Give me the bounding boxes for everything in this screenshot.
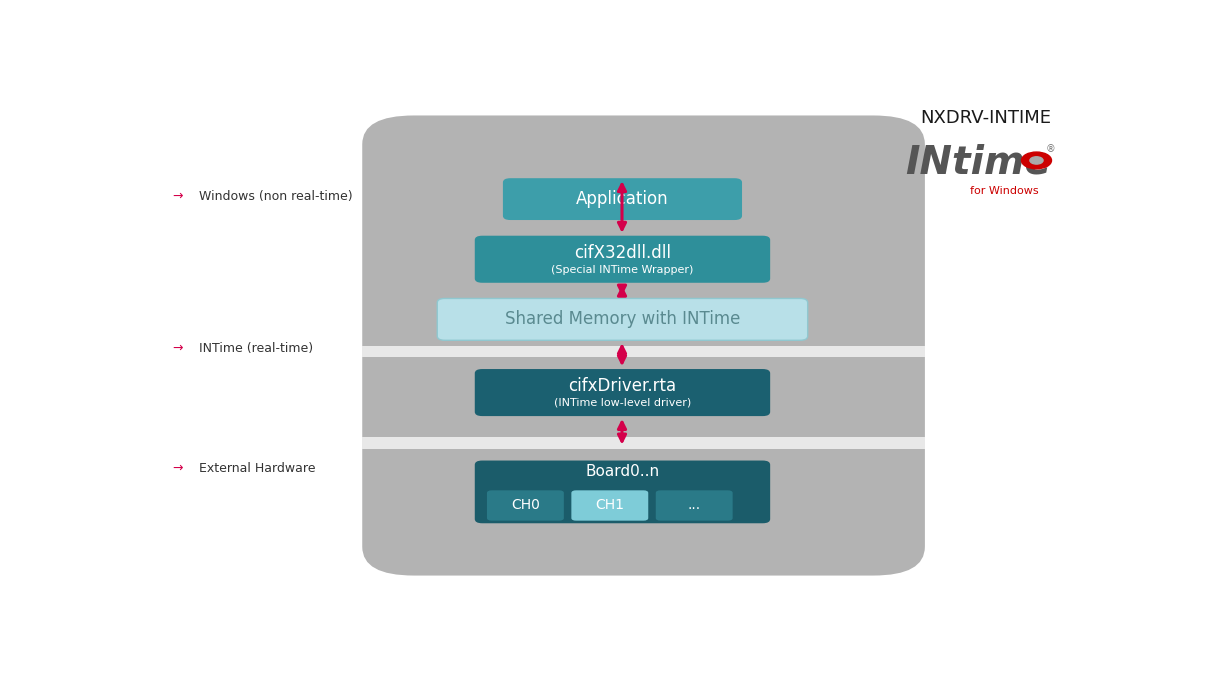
FancyBboxPatch shape xyxy=(362,115,924,576)
FancyBboxPatch shape xyxy=(437,299,808,340)
FancyBboxPatch shape xyxy=(474,236,770,282)
Circle shape xyxy=(1030,157,1043,164)
Text: Board0..n: Board0..n xyxy=(586,464,659,479)
FancyBboxPatch shape xyxy=(656,490,732,521)
FancyBboxPatch shape xyxy=(486,490,564,521)
FancyBboxPatch shape xyxy=(571,490,649,521)
Text: →: → xyxy=(172,462,183,475)
Text: NXDRV-INTIME: NXDRV-INTIME xyxy=(921,109,1051,127)
Text: ®: ® xyxy=(1045,144,1055,154)
Text: →: → xyxy=(172,190,183,203)
Text: cifxDriver.rta: cifxDriver.rta xyxy=(569,378,676,395)
Text: INtime: INtime xyxy=(905,143,1051,181)
Text: Windows (non real-time): Windows (non real-time) xyxy=(191,190,352,203)
Text: ...: ... xyxy=(687,498,701,513)
Text: Application: Application xyxy=(576,190,669,208)
FancyBboxPatch shape xyxy=(474,460,770,524)
Text: External Hardware: External Hardware xyxy=(191,462,315,475)
Bar xyxy=(362,437,924,449)
FancyBboxPatch shape xyxy=(503,178,742,220)
Text: (Special INTime Wrapper): (Special INTime Wrapper) xyxy=(552,265,693,274)
Text: CH1: CH1 xyxy=(595,498,624,513)
Text: INTime (real-time): INTime (real-time) xyxy=(191,342,312,354)
Text: CH0: CH0 xyxy=(511,498,540,513)
Text: Shared Memory with INTime: Shared Memory with INTime xyxy=(505,310,741,329)
FancyBboxPatch shape xyxy=(474,369,770,416)
Text: (INTime low-level driver): (INTime low-level driver) xyxy=(554,398,691,408)
Circle shape xyxy=(1021,152,1051,169)
Text: for Windows: for Windows xyxy=(970,186,1039,196)
Text: cifX32dll.dll: cifX32dll.dll xyxy=(574,244,672,262)
Bar xyxy=(362,346,924,357)
Text: →: → xyxy=(172,342,183,354)
